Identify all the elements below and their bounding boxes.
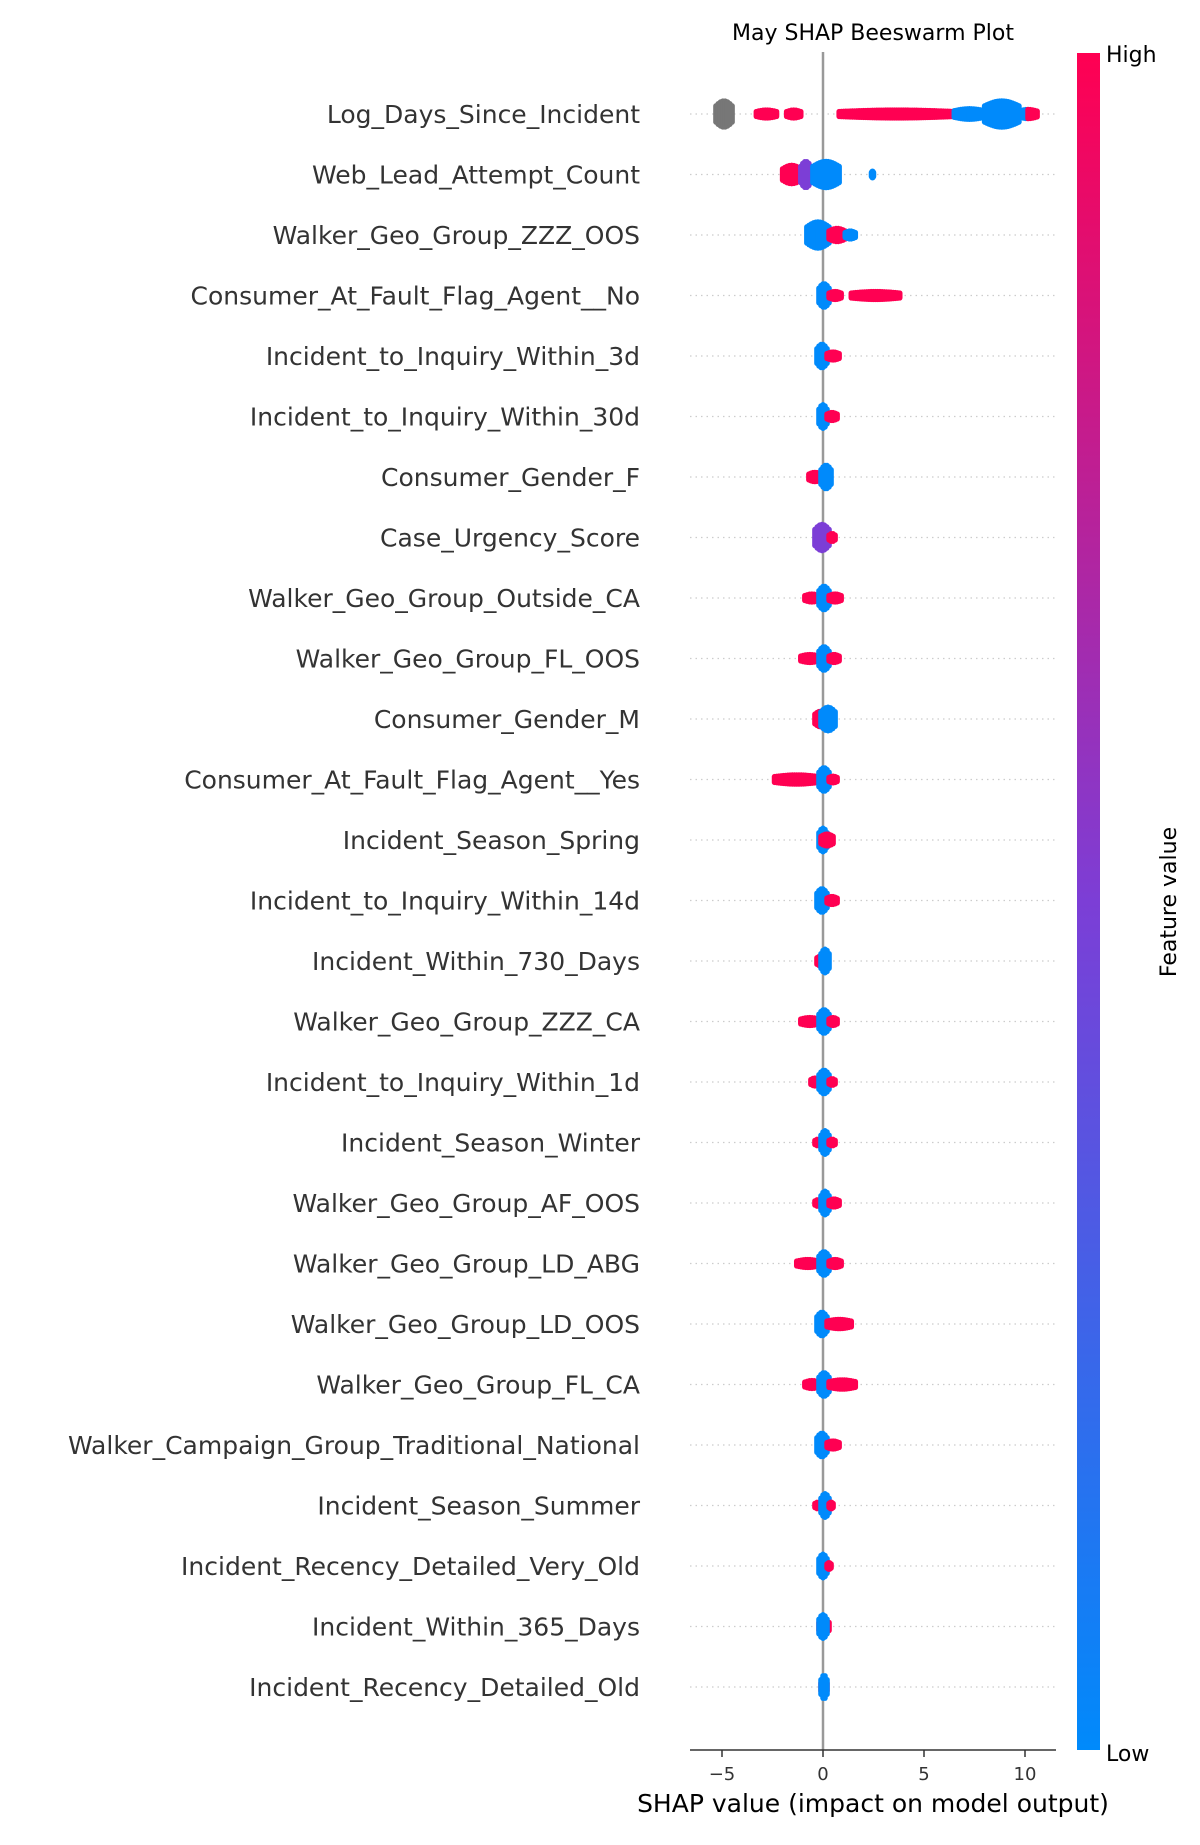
feature-point-group [798, 644, 842, 673]
feature-label: Walker_Geo_Group_ZZZ_CA [293, 1008, 640, 1037]
feature-point-group [812, 1491, 836, 1520]
feature-label: Walker_Geo_Group_LD_OOS [291, 1310, 640, 1339]
feature-label: Incident_to_Inquiry_Within_3d [266, 342, 640, 371]
feature-point-group [771, 765, 840, 794]
feature-point-group [804, 219, 859, 251]
feature-point-group [818, 1673, 830, 1701]
feature-point-group [806, 462, 834, 492]
x-axis-ticks: −5 0 5 10 [709, 1750, 1037, 1785]
feature-label: Walker_Geo_Group_ZZZ_OOS [273, 221, 640, 250]
colorbar [1077, 53, 1100, 1750]
feature-label: Consumer_At_Fault_Flag_Agent__No [191, 282, 640, 311]
feature-point-group [812, 1188, 842, 1218]
feature-label: Incident_Recency_Detailed_Very_Old [181, 1552, 640, 1581]
feature-label: Consumer_At_Fault_Flag_Agent__Yes [184, 766, 640, 795]
x-axis-title: SHAP value (impact on model output) [637, 1789, 1109, 1818]
feature-label: Incident_Recency_Detailed_Old [249, 1673, 640, 1702]
colorbar-high-label: High [1106, 43, 1157, 68]
feature-label: Incident_Within_365_Days [312, 1613, 640, 1642]
x-tick-label: 0 [817, 1764, 828, 1785]
x-tick-label: 5 [918, 1764, 929, 1785]
feature-point-group [814, 1430, 842, 1460]
feature-point-group [814, 341, 842, 371]
feature-point-group [812, 1128, 838, 1157]
feature-label: Log_Days_Since_Incident [327, 100, 640, 129]
feature-point-group [816, 402, 840, 431]
feature-label: Walker_Geo_Group_FL_CA [316, 1371, 640, 1400]
feature-label: Consumer_Gender_M [374, 705, 640, 734]
feature-point-group [812, 521, 838, 554]
feature-rows [690, 113, 1056, 1688]
feature-point-group [816, 1551, 834, 1581]
feature-label: Incident_Season_Spring [343, 826, 640, 855]
feature-label: Incident_to_Inquiry_Within_30d [250, 403, 640, 432]
feature-point-group [816, 281, 903, 310]
feature-label: Incident_Within_730_Days [312, 947, 640, 976]
feature-point-group [814, 1309, 855, 1339]
feature-label: Walker_Geo_Group_Outside_CA [248, 584, 640, 613]
feature-label: Incident_to_Inquiry_Within_14d [250, 887, 640, 916]
feature-label: Walker_Campaign_Group_Traditional_Nation… [68, 1431, 640, 1460]
shap-points [713, 98, 1040, 1701]
colorbar-low-label: Low [1106, 1742, 1149, 1767]
feature-label: Consumer_Gender_F [381, 463, 640, 492]
feature-point-group [793, 1249, 844, 1278]
feature-labels: Log_Days_Since_Incident Web_Lead_Attempt_… [68, 100, 641, 1702]
feature-label: Incident_to_Inquiry_Within_1d [266, 1068, 640, 1097]
feature-point-group [713, 98, 1040, 130]
feature-point-group [816, 825, 836, 855]
feature-point-group [812, 704, 838, 734]
feature-point-group [814, 946, 832, 976]
feature-label: Walker_Geo_Group_AF_OOS [293, 1189, 641, 1218]
feature-point-group [779, 158, 877, 191]
feature-point-group [802, 1370, 859, 1399]
feature-point-group [802, 583, 844, 613]
feature-point-group [798, 1007, 840, 1036]
x-tick-label: 10 [1014, 1764, 1037, 1785]
feature-point-group [808, 1067, 838, 1097]
feature-label: Walker_Geo_Group_LD_ABG [293, 1250, 640, 1279]
feature-label: Incident_Season_Summer [317, 1492, 640, 1521]
colorbar-title: Feature value [1157, 827, 1182, 977]
feature-label: Walker_Geo_Group_FL_OOS [296, 645, 640, 674]
feature-label: Case_Urgency_Score [380, 524, 640, 553]
feature-label: Incident_Season_Winter [341, 1129, 641, 1158]
feature-label: Web_Lead_Attempt_Count [312, 161, 640, 190]
feature-point-group [814, 886, 840, 915]
feature-point-group [816, 1612, 832, 1641]
x-tick-label: −5 [709, 1764, 736, 1785]
chart-title: May SHAP Beeswarm Plot [732, 21, 1014, 46]
